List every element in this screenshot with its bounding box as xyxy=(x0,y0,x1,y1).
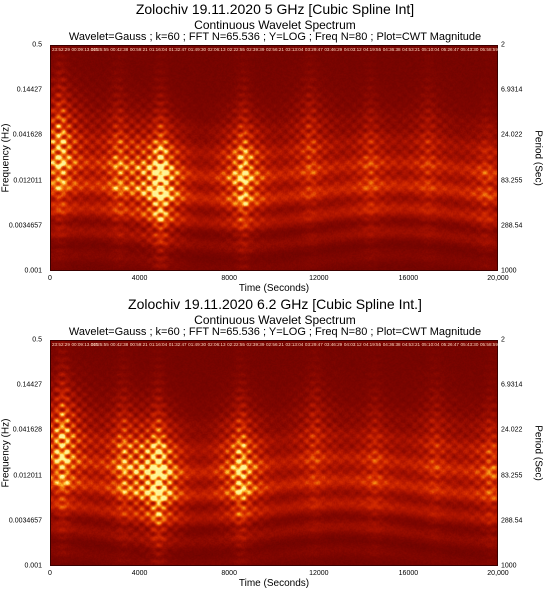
chart-subtitle: Continuous Wavelet Spectrum xyxy=(194,313,356,327)
y-tick-label: 0.001 xyxy=(24,562,42,570)
period-tick-label: 6.9314 xyxy=(501,381,523,389)
y-tick-label: 0.0034657 xyxy=(8,517,42,525)
chart-title: Zolochiv 19.11.2020 5 GHz [Cubic Spline … xyxy=(135,1,415,17)
period-tick-label: 24.022 xyxy=(501,131,523,139)
x-tick-label: 16000 xyxy=(398,570,419,577)
chart-title: Zolochiv 19.11.2020 6.2 GHz [Cubic Splin… xyxy=(128,296,422,312)
spectrum-plot-area xyxy=(50,340,498,566)
period-tick-label: 1000 xyxy=(501,267,517,275)
x-axis-label: Time (Seconds) xyxy=(238,283,310,294)
x-tick-label: 4000 xyxy=(131,275,148,282)
y-tick-label: 0.14427 xyxy=(16,381,42,389)
period-tick-label: 2 xyxy=(501,336,505,344)
y-tick-label: 0.012011 xyxy=(13,177,42,185)
y-axis-label: Frequency (Hz) xyxy=(0,418,12,488)
y-tick-label: 0.5 xyxy=(32,41,42,49)
y-tick-label: 0.14427 xyxy=(16,86,42,94)
period-tick-label: 6.9314 xyxy=(501,86,523,94)
x-tick-label: 20,000 xyxy=(487,275,509,282)
period-tick-label: 1000 xyxy=(501,562,517,570)
period-tick-label: 24.022 xyxy=(501,426,523,434)
spectrum-plot-area xyxy=(50,45,498,271)
y-axis-label: Frequency (Hz) xyxy=(0,123,12,193)
cwt-panel-6-2ghz: Zolochiv 19.11.2020 6.2 GHz [Cubic Splin… xyxy=(0,295,550,590)
wavelet-heatmap xyxy=(51,46,497,270)
y-tick-label: 0.041628 xyxy=(12,426,42,434)
x-tick-label: 12000 xyxy=(309,570,329,577)
x-tick-label: 0 xyxy=(48,275,52,282)
y-tick-label: 0.5 xyxy=(32,336,42,344)
x-tick-label: 8000 xyxy=(221,275,237,282)
chart-parameters: Wavelet=Gauss ; k=60 ; FFT N=65.536 ; Y=… xyxy=(68,326,482,338)
x-axis-label: Time (Seconds) xyxy=(238,578,310,589)
period-tick-label: 83.255 xyxy=(501,472,523,480)
y-tick-label: 0.001 xyxy=(24,267,42,275)
y-axis-right-label: Period (Sec) xyxy=(532,425,544,481)
period-tick-label: 288.54 xyxy=(501,222,523,230)
chart-parameters: Wavelet=Gauss ; k=60 ; FFT N=65.536 ; Y=… xyxy=(68,31,482,43)
x-tick-label: 4000 xyxy=(131,570,148,577)
period-tick-label: 2 xyxy=(501,41,505,49)
x-tick-label: 0 xyxy=(48,570,52,577)
cwt-panel-5ghz: Zolochiv 19.11.2020 5 GHz [Cubic Spline … xyxy=(0,1,544,294)
period-tick-label: 83.255 xyxy=(501,177,523,185)
y-axis-right-label: Period (Sec) xyxy=(532,130,544,186)
y-tick-label: 0.041628 xyxy=(12,131,42,139)
wavelet-heatmap xyxy=(51,341,497,565)
y-tick-label: 0.0034657 xyxy=(8,222,42,230)
x-tick-label: 8000 xyxy=(221,570,237,577)
x-tick-label: 16000 xyxy=(398,275,419,282)
x-tick-label: 12000 xyxy=(309,275,329,282)
chart-subtitle: Continuous Wavelet Spectrum xyxy=(194,18,356,32)
period-tick-label: 288.54 xyxy=(501,517,523,525)
x-tick-label: 20,000 xyxy=(487,570,509,577)
y-tick-label: 0.012011 xyxy=(13,472,42,480)
